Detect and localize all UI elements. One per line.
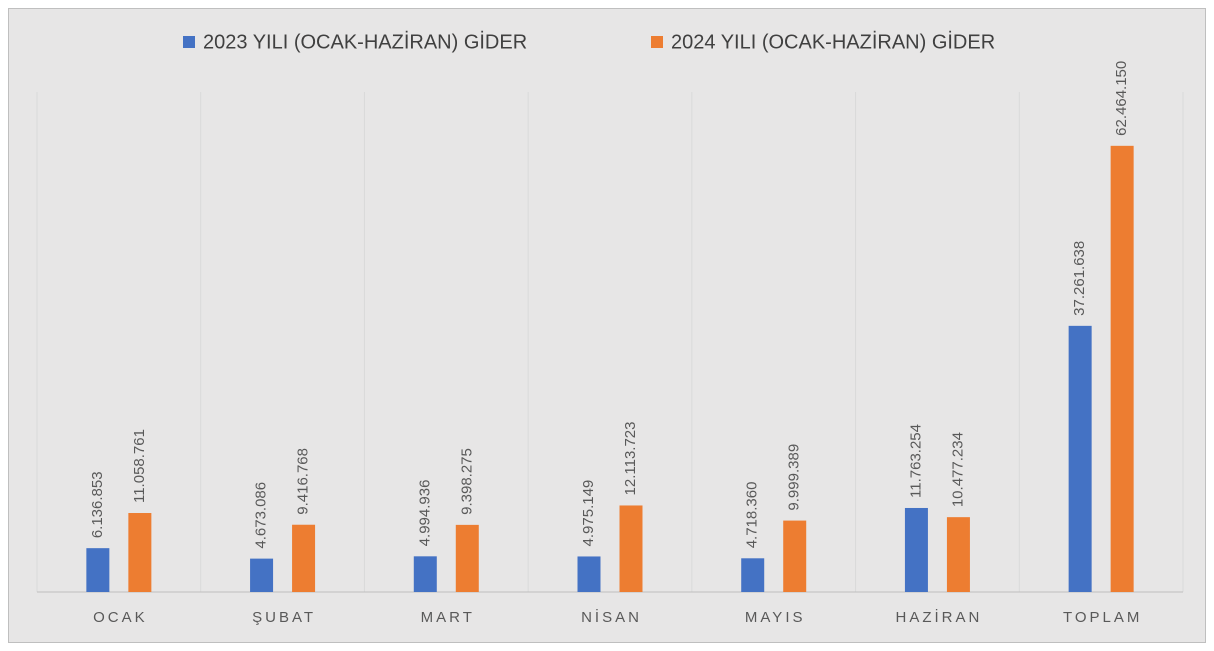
bar [86,548,110,592]
data-label: 4.994.936 [416,480,433,547]
data-label: 9.416.768 [295,448,312,515]
bar [904,507,928,592]
chart-background [8,8,1206,643]
bar [128,513,152,592]
data-label: 37.261.638 [1071,241,1088,316]
x-tick-label: MAYIS [745,609,806,626]
x-tick-label: TOPLAM [1063,609,1142,626]
bar [292,524,316,592]
legend-swatch [651,36,663,48]
bar [946,517,970,592]
data-label: 4.975.149 [580,480,597,547]
data-label: 9.398.275 [458,448,475,515]
x-tick-label: NİSAN [581,608,642,626]
bar [413,556,437,592]
data-label: 6.136.853 [89,471,106,538]
legend-label: 2024 YILI (OCAK-HAZİRAN) GİDER [671,30,995,53]
data-label: 11.763.254 [907,424,924,498]
data-label: 4.673.086 [253,482,270,549]
x-tick-label: HAZİRAN [896,608,983,626]
bar [577,556,601,592]
bar [455,524,479,592]
data-label: 12.113.723 [622,422,639,496]
bar [1110,145,1134,592]
x-tick-label: MART [421,609,475,626]
bar [1068,325,1092,592]
data-label: 10.477.234 [949,432,966,507]
bar [741,558,765,592]
bar [783,520,807,592]
bar [619,505,643,592]
data-label: 62.464.150 [1113,61,1130,136]
x-tick-label: ŞUBAT [252,609,316,626]
bar [250,558,274,592]
legend-label: 2023 YILI (OCAK-HAZİRAN) GİDER [203,30,527,53]
data-label: 11.058.761 [131,429,148,503]
data-label: 9.999.389 [786,444,803,511]
data-label: 4.718.360 [744,482,761,549]
x-tick-label: OCAK [93,609,148,626]
legend-swatch [183,36,195,48]
